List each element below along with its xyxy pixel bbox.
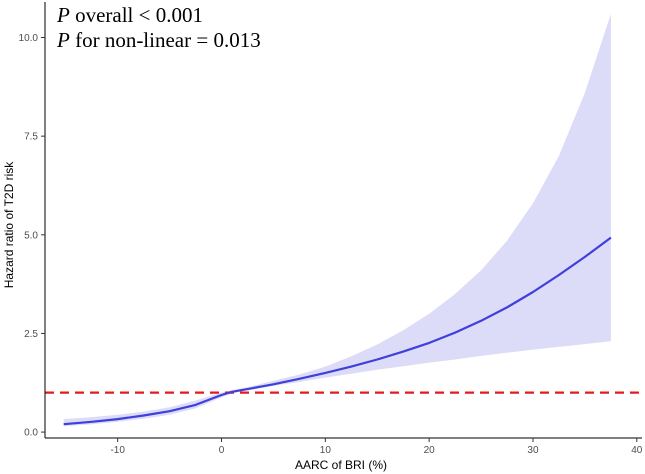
confidence-band: [63, 13, 611, 427]
confidence-band-layer: [63, 13, 611, 427]
p-nonlinear-text: for non-linear = 0.013: [70, 28, 261, 52]
y-axis-title: Hazard ratio of T2D risk: [2, 161, 16, 288]
x-tick-label: -10: [110, 445, 125, 456]
tick-labels: -10 0 10 20 30 40 0.0 2.5 5.0 7.5 10.0: [19, 33, 643, 456]
hazard-ratio-line: [63, 236, 612, 426]
x-tick-label: 30: [527, 445, 539, 456]
x-tick-label: 20: [424, 445, 436, 456]
axes: [44, 2, 642, 439]
y-tick-label: 2.5: [24, 329, 38, 340]
x-axis-title: AARC of BRI (%): [295, 458, 387, 472]
y-tick-label: 5.0: [24, 230, 38, 241]
x-tick-label: 10: [320, 445, 332, 456]
x-tick-label: 0: [219, 445, 225, 456]
y-tick-label: 7.5: [24, 132, 38, 143]
hazard-ratio-line-layer: [63, 236, 612, 426]
p-overall-text: overall < 0.001: [70, 3, 203, 27]
p-nonlinear-annotation: P for non-linear = 0.013: [56, 28, 261, 52]
y-tick-label: 0.0: [24, 428, 38, 439]
p-overall-symbol: P: [56, 3, 70, 27]
p-overall-annotation: P overall < 0.001: [56, 3, 203, 27]
y-tick-label: 10.0: [19, 33, 39, 44]
x-tick-label: 40: [631, 445, 643, 456]
p-nonlinear-symbol: P: [56, 28, 70, 52]
